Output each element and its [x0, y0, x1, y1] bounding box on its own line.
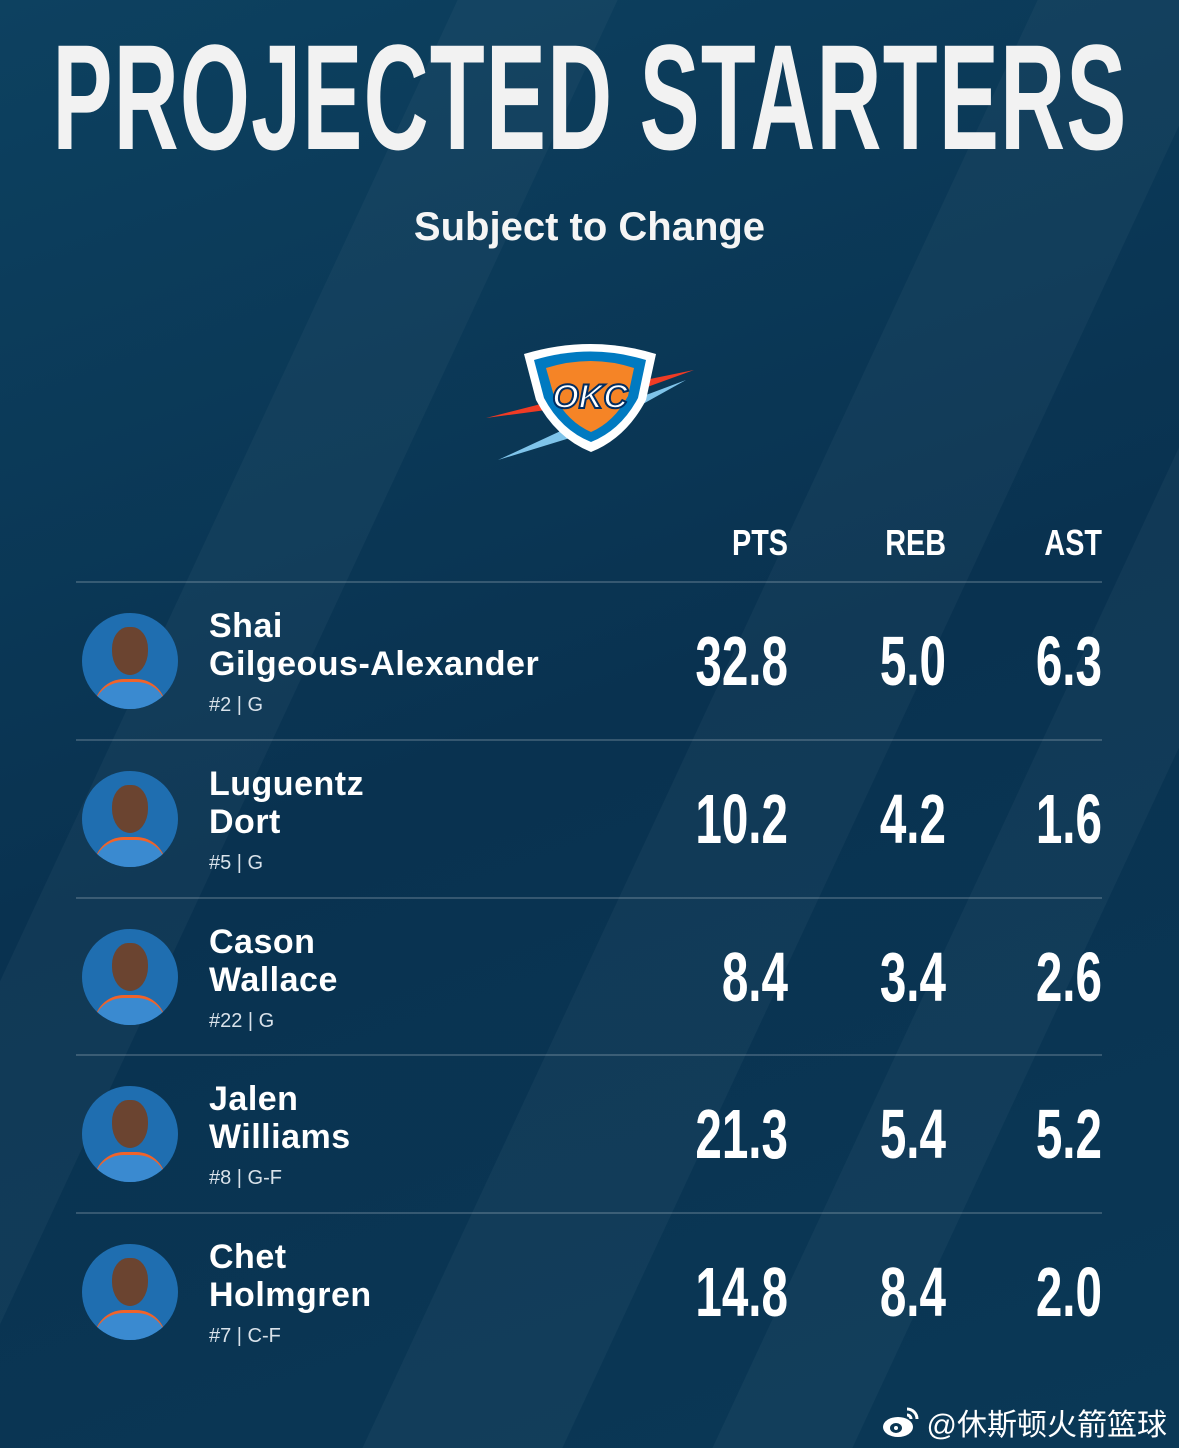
- player-avatar: [82, 929, 178, 1025]
- stat-pts: 14.8: [695, 1253, 788, 1331]
- player-row[interactable]: Shai Gilgeous-Alexander #2 | G 32.8 5.0 6…: [76, 583, 1102, 739]
- header-reb[interactable]: REB: [885, 522, 946, 563]
- player-name: Luguentz Dort: [209, 765, 365, 841]
- player-row[interactable]: Cason Wallace #22 | G 8.4 3.4 2.6: [76, 899, 1102, 1055]
- player-row[interactable]: Chet Holmgren #7 | C-F 14.8 8.4 2.0: [76, 1214, 1102, 1370]
- player-number-position: #5 | G: [209, 852, 264, 874]
- stat-pts: 8.4: [721, 938, 788, 1016]
- player-name: Chet Holmgren: [209, 1238, 372, 1314]
- divider: [76, 1212, 1102, 1214]
- divider: [76, 739, 1102, 741]
- player-number-position: #2 | G: [209, 694, 264, 716]
- stat-pts: 21.3: [695, 1095, 788, 1173]
- stat-reb: 4.2: [879, 780, 946, 858]
- okc-thunder-logo: OKC: [486, 344, 694, 460]
- subtitle: Subject to Change: [413, 205, 766, 249]
- stat-ast: 5.2: [1035, 1095, 1102, 1173]
- player-number-position: #22 | G: [209, 1010, 275, 1032]
- stat-ast: 1.6: [1035, 780, 1102, 858]
- player-number-position: #7 | C-F: [209, 1325, 281, 1347]
- stat-reb: 5.0: [879, 622, 946, 700]
- player-name: Jalen Williams: [209, 1080, 351, 1156]
- weibo-icon: [882, 1407, 919, 1437]
- page-title: PROJECTED STARTERS: [51, 13, 1128, 181]
- player-name: Shai Gilgeous-Alexander: [209, 607, 540, 683]
- player-row[interactable]: Jalen Williams #8 | G-F 21.3 5.4 5.2: [76, 1056, 1102, 1212]
- player-avatar: [82, 771, 178, 867]
- header-ast[interactable]: AST: [1044, 522, 1102, 563]
- header-pts[interactable]: PTS: [731, 522, 788, 563]
- divider: [76, 1054, 1102, 1056]
- player-avatar: [82, 1086, 178, 1182]
- stat-pts: 10.2: [695, 780, 788, 858]
- stat-ast: 2.0: [1035, 1253, 1102, 1331]
- divider: [76, 581, 1102, 583]
- player-avatar: [82, 1244, 178, 1340]
- player-number-position: #8 | G-F: [209, 1167, 282, 1189]
- weibo-watermark: @休斯顿火箭篮球: [881, 1400, 1167, 1444]
- watermark-text: @休斯顿火箭篮球: [926, 1409, 1167, 1442]
- stat-pts: 32.8: [695, 622, 788, 700]
- stat-reb: 3.4: [879, 938, 946, 1016]
- stat-reb: 8.4: [879, 1253, 946, 1331]
- player-row[interactable]: Luguentz Dort #5 | G 10.2 4.2 1.6: [76, 741, 1102, 897]
- svg-text:OKC: OKC: [552, 378, 628, 416]
- stat-ast: 6.3: [1035, 622, 1102, 700]
- player-name: Cason Wallace: [209, 923, 338, 999]
- stat-reb: 5.4: [879, 1095, 946, 1173]
- stat-ast: 2.6: [1035, 938, 1102, 1016]
- player-avatar: [82, 613, 178, 709]
- divider: [76, 897, 1102, 899]
